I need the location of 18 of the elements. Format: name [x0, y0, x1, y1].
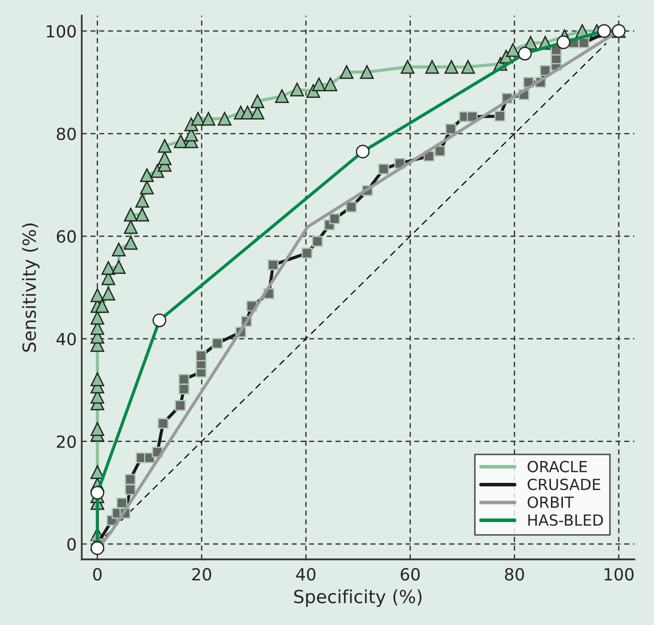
y-tick-label: 20 [56, 435, 76, 448]
y-axis-title: Sensitivity (%) [22, 224, 40, 352]
legend-label: CRUSADE [528, 478, 600, 490]
x-tick-label: 80 [504, 568, 524, 581]
y-tick-label: 0 [67, 538, 76, 551]
y-tick-label: 40 [56, 332, 76, 346]
legend-label: HAS-BLED [528, 514, 603, 526]
legend-label: ORACLE [528, 460, 587, 472]
y-tick-label: 100 [46, 24, 76, 38]
x-tick-label: 100 [604, 568, 634, 581]
x-tick-label: 20 [192, 568, 212, 581]
x-tick-label: 60 [400, 568, 420, 581]
y-tick-label: 60 [56, 230, 76, 243]
legend-label: ORBIT [528, 496, 574, 508]
x-axis-title: Specificity (%) [294, 589, 422, 607]
x-tick-label: 0 [93, 568, 102, 581]
y-tick-label: 80 [56, 128, 76, 140]
x-tick-label: 40 [296, 568, 316, 581]
